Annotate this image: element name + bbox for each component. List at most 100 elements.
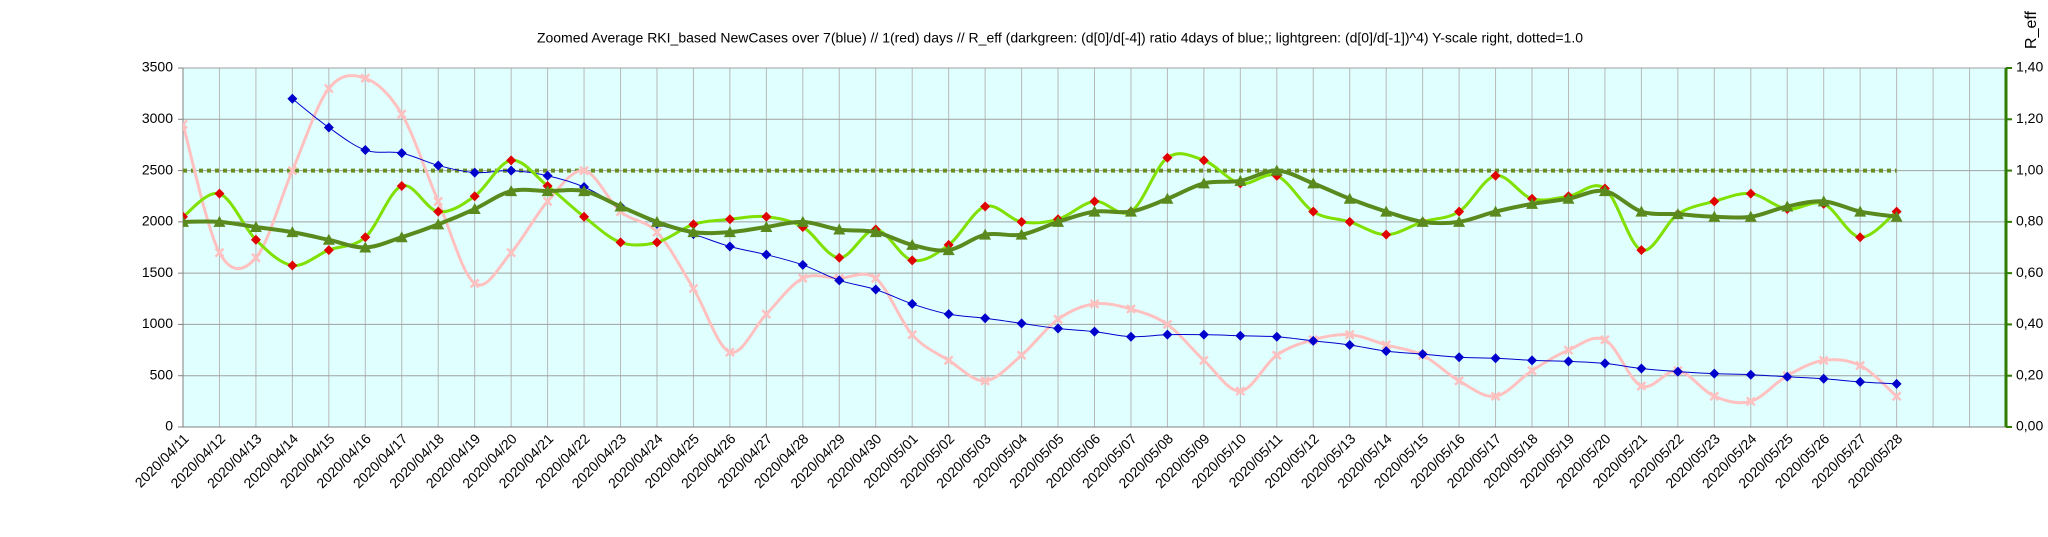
point-marker [724, 241, 735, 252]
point-marker [650, 215, 663, 227]
point-marker [980, 375, 991, 386]
point-marker [1343, 192, 1356, 204]
point-marker [1089, 299, 1100, 309]
y2-tick-label: 1,40 [2016, 59, 2043, 75]
point-marker [906, 238, 919, 250]
point-marker [542, 196, 553, 207]
y2-tick-label: 0,80 [2016, 213, 2043, 229]
point-marker [433, 160, 444, 171]
point-marker [1162, 329, 1173, 340]
point-marker [1198, 355, 1209, 366]
point-marker [468, 203, 481, 215]
point-marker [1708, 210, 1721, 222]
point-marker [1600, 334, 1610, 345]
point-marker [433, 196, 444, 207]
point-marker [1235, 386, 1246, 396]
point-marker [359, 241, 372, 253]
y2-tick-label: 1,20 [2016, 110, 2043, 126]
point-marker [1855, 232, 1866, 243]
point-marker [1891, 391, 1902, 402]
point-marker [1891, 378, 1902, 389]
plot-series [183, 73, 1903, 407]
point-marker [1271, 350, 1282, 361]
point-marker [214, 247, 225, 258]
point-marker [1124, 205, 1137, 217]
point-marker [322, 233, 335, 245]
point-marker [1381, 229, 1392, 240]
point-marker [433, 206, 444, 217]
point-marker [761, 309, 772, 320]
point-marker [541, 185, 554, 197]
point-marker [1782, 371, 1793, 382]
point-marker [469, 191, 480, 202]
point-marker [1088, 205, 1101, 217]
point-marker [1745, 369, 1756, 380]
y2-tick-label: 0,20 [2016, 366, 2043, 382]
point-marker [1490, 391, 1501, 402]
point-marker [870, 284, 881, 295]
point-marker [360, 232, 371, 243]
point-marker [360, 145, 371, 156]
point-marker [1344, 329, 1355, 340]
point-marker [907, 298, 918, 309]
point-marker [1490, 353, 1501, 364]
point-marker [1089, 326, 1100, 337]
chart-title: Zoomed Average RKI_based NewCases over 7… [537, 30, 1583, 46]
point-marker [1381, 346, 1392, 357]
point-marker [323, 83, 334, 94]
y-tick-label: 2500 [142, 161, 173, 177]
point-marker [213, 215, 226, 227]
point-marker [1781, 200, 1794, 212]
point-marker [724, 214, 735, 225]
point-marker [1563, 345, 1574, 355]
point-marker [396, 148, 407, 159]
point-marker [1636, 381, 1647, 391]
point-marker [1270, 164, 1283, 176]
point-marker [1162, 152, 1173, 163]
y-tick-label: 3000 [142, 110, 173, 126]
point-marker [251, 252, 261, 263]
point-marker [980, 313, 991, 324]
point-marker [1490, 170, 1501, 181]
point-marker [505, 185, 518, 197]
point-marker [1089, 196, 1100, 207]
point-marker [797, 273, 808, 284]
y2-tick-label: 0,40 [2016, 315, 2043, 331]
point-marker [1562, 192, 1575, 204]
point-marker [1817, 195, 1830, 207]
point-marker [395, 231, 408, 243]
point-marker [1854, 205, 1867, 217]
point-marker [1599, 358, 1610, 369]
point-marker [1598, 185, 1611, 197]
point-marker [1709, 196, 1720, 207]
point-marker [1052, 215, 1065, 227]
point-marker [1453, 215, 1466, 227]
point-marker [1818, 355, 1829, 366]
point-marker [1744, 210, 1757, 222]
point-marker [761, 249, 772, 260]
point-marker [1527, 365, 1537, 376]
point-marker [1015, 228, 1028, 240]
point-marker [1709, 391, 1720, 402]
point-marker [1053, 314, 1063, 325]
point-marker [396, 109, 407, 120]
point-marker [469, 278, 480, 289]
y2-tick-label: 1,00 [2016, 161, 2043, 177]
point-marker [869, 226, 882, 238]
point-marker [1745, 188, 1756, 199]
point-marker [834, 252, 845, 263]
point-marker [688, 283, 699, 294]
point-marker [1745, 396, 1756, 407]
point-marker [183, 215, 189, 227]
point-marker [1271, 331, 1282, 342]
point-marker [506, 155, 517, 166]
point-marker [1162, 319, 1173, 330]
point-marker [943, 309, 954, 320]
point-marker [907, 329, 918, 340]
point-marker [980, 201, 991, 212]
point-marker [1198, 155, 1209, 166]
point-marker [942, 244, 955, 256]
point-marker [1636, 363, 1647, 374]
point-marker [287, 260, 298, 271]
point-marker [761, 211, 772, 222]
